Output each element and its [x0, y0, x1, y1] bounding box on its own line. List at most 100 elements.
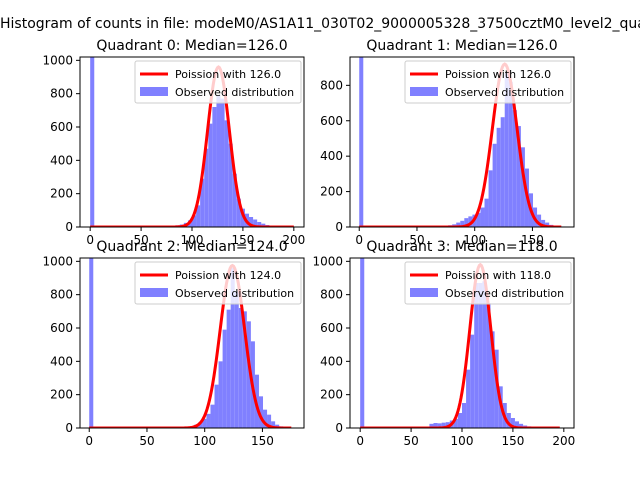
- histogram-bar: [230, 268, 235, 428]
- histogram-bar: [234, 291, 239, 428]
- histogram-bar: [520, 147, 525, 227]
- legend-box: [404, 60, 572, 104]
- legend: Poission with 124.0 Observed distribution: [134, 261, 302, 305]
- histogram-bar: [462, 403, 467, 428]
- x-tick-label: 0: [356, 434, 364, 448]
- x-tick-label: 50: [133, 233, 148, 247]
- histogram-bar: [484, 198, 489, 227]
- histogram-bar: [468, 216, 473, 227]
- histogram-bar: [202, 418, 207, 428]
- histogram-bar: [246, 321, 251, 428]
- y-tick-label: 0: [65, 220, 73, 234]
- y-tick-label: 200: [50, 187, 73, 201]
- y-tick-label: 600: [50, 120, 73, 134]
- histogram-bar: [360, 258, 365, 428]
- x-tick-label: 50: [139, 434, 154, 448]
- histogram-bar: [90, 57, 95, 227]
- subplot-title: Quadrant 1: Median=126.0: [366, 38, 557, 54]
- y-tick-label: 800: [320, 78, 343, 92]
- x-tick-label: 50: [403, 434, 418, 448]
- histogram-bar: [216, 95, 221, 227]
- plot-area: [360, 258, 560, 428]
- histogram-bar: [519, 423, 524, 428]
- legend-box: [404, 261, 572, 305]
- y-tick-label: 600: [50, 321, 73, 335]
- figure-suptitle: Histogram of counts in file: modeM0/AS1A…: [0, 16, 640, 32]
- x-tick-label: 100: [193, 434, 216, 448]
- legend-hist-label: Observed distribution: [445, 86, 564, 99]
- legend-hist-label: Observed distribution: [175, 287, 294, 300]
- histogram-bar: [253, 219, 258, 227]
- y-tick-label: 0: [65, 421, 73, 435]
- histogram-bar: [545, 222, 550, 227]
- y-tick-label: 400: [50, 153, 73, 167]
- quadrant-3-subplot: 0 50 100 150 200 0 200 400 600 800 1000 Poission wi…: [312, 239, 575, 448]
- histogram-bar: [516, 126, 521, 227]
- histogram-bar: [192, 215, 197, 227]
- plot-area: [90, 57, 294, 227]
- histogram-bar: [492, 143, 497, 227]
- y-tick-label: 600: [320, 321, 343, 335]
- y-tick-label: 800: [320, 288, 343, 302]
- x-tick-label: 150: [231, 233, 254, 247]
- histogram-bar: [228, 143, 233, 227]
- histogram-bar: [453, 418, 458, 428]
- y-tick-label: 0: [335, 421, 343, 435]
- histogram-bar: [506, 413, 511, 428]
- histogram-bar: [437, 423, 442, 428]
- histogram-bar: [508, 81, 513, 227]
- x-tick-label: 0: [86, 233, 94, 247]
- histogram-bar: [504, 72, 509, 227]
- histogram-bar: [460, 220, 465, 227]
- x-tick-label: 100: [181, 233, 204, 247]
- histogram-bar: [267, 414, 272, 428]
- legend-box: [134, 261, 302, 305]
- legend: Poission with 126.0 Observed distribution: [134, 60, 302, 104]
- histogram-bar: [89, 258, 94, 428]
- y-tick-label: 600: [320, 114, 343, 128]
- subplot-title: Quadrant 2: Median=124.0: [96, 239, 287, 255]
- legend-box: [134, 60, 302, 104]
- legend-fit-label: Poission with 118.0: [445, 269, 551, 282]
- legend-hist-swatch: [410, 87, 438, 96]
- legend-hist-swatch: [410, 288, 438, 297]
- legend-hist-swatch: [140, 288, 168, 297]
- histogram-bar: [204, 148, 209, 227]
- histogram-bar: [488, 170, 493, 227]
- histogram-bar: [238, 308, 243, 428]
- legend-hist-swatch: [140, 87, 168, 96]
- histogram-bar: [249, 217, 254, 227]
- histogram-bar: [537, 214, 542, 227]
- subplot-title: Quadrant 3: Median=118.0: [366, 239, 557, 255]
- y-tick-label: 800: [50, 288, 73, 302]
- legend-fit-label: Poission with 124.0: [175, 269, 281, 282]
- y-tick-label: 400: [320, 354, 343, 368]
- histogram-bar: [263, 409, 268, 428]
- y-tick-label: 400: [50, 354, 73, 368]
- histogram-bar: [500, 117, 505, 227]
- histogram-bar: [429, 423, 434, 428]
- histogram-bar: [478, 283, 483, 428]
- histogram-bar: [456, 222, 461, 227]
- histogram-bar: [258, 396, 264, 428]
- y-tick-label: 1000: [42, 53, 73, 67]
- y-tick-label: 200: [320, 185, 343, 199]
- histogram-bar: [476, 212, 481, 227]
- histogram-bar: [486, 303, 491, 428]
- histogram-bar: [433, 423, 438, 428]
- legend-hist-label: Observed distribution: [175, 86, 294, 99]
- histogram-bar: [480, 207, 485, 227]
- x-tick-label: 200: [282, 233, 305, 247]
- histogram-bar: [474, 283, 479, 428]
- quadrant-2-subplot: 0 50 100 150 0 200 400 600 800 1000 Poission with …: [42, 239, 305, 448]
- legend-hist-label: Observed distribution: [445, 287, 564, 300]
- y-tick-label: 1000: [42, 254, 73, 268]
- histogram-bar: [236, 198, 241, 227]
- histogram-bar: [470, 334, 475, 428]
- histogram-bar: [512, 110, 517, 227]
- histogram-bar: [457, 413, 462, 428]
- x-tick-label: 100: [463, 233, 486, 247]
- histogram-bar: [232, 173, 237, 227]
- histogram-bar: [257, 222, 262, 227]
